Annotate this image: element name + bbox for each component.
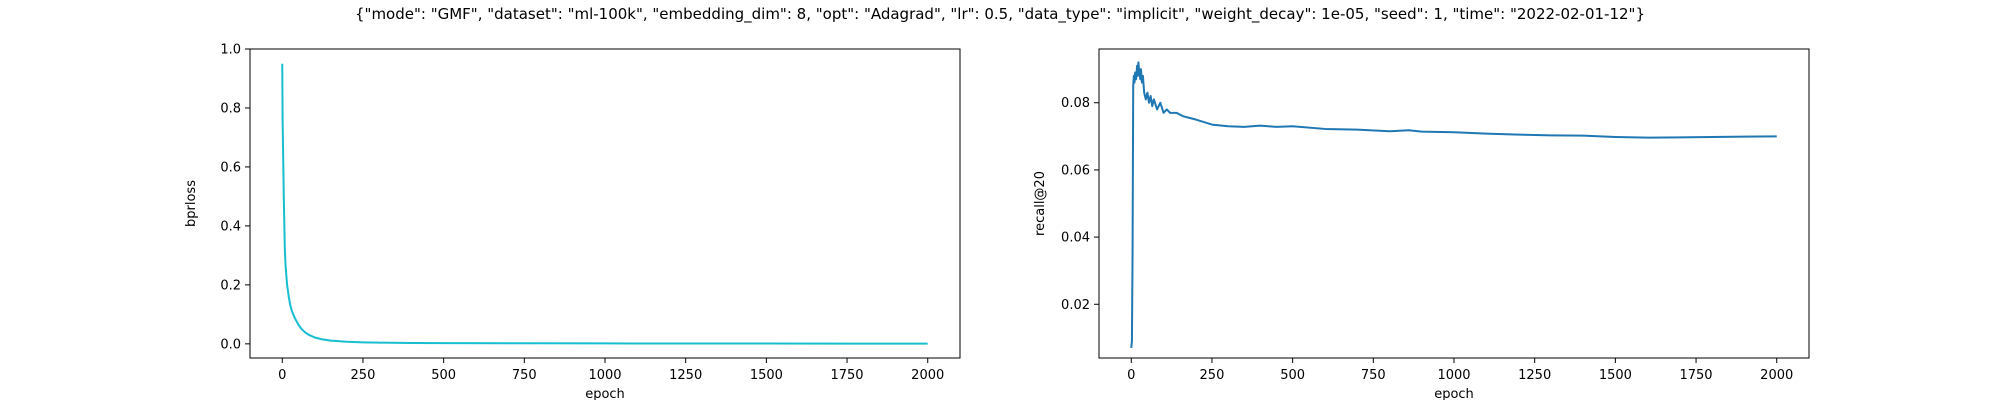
bprloss-series-line [281,63,928,345]
bprloss-chart: 0 250 500 750 1000 1250 1500 1750 2000 0.0 0.2 0.4 0… [184,43,961,400]
recall-x-tick-label: 1500 [1599,368,1632,383]
bprloss-y-tick-label: 1.0 [220,43,241,58]
recall-chart: 0 250 500 750 1000 1250 1500 1750 2000 0.02 0.04 0.… [1033,48,1810,400]
bprloss-x-axis-label: epoch [585,387,625,400]
bprloss-y-tick-label: 0.6 [220,160,241,175]
figure-suptitle: {"mode": "GMF", "dataset": "ml-100k", "e… [355,5,1645,23]
recall-x-tick-label: 1000 [1437,368,1470,383]
bprloss-x-tick-label: 1750 [830,368,863,383]
recall-y-axis-label: recall@20 [1033,171,1048,236]
bprloss-x-tick-label: 1500 [750,368,783,383]
bprloss-axes-frame [249,48,961,359]
recall-x-axis-label: epoch [1434,387,1474,400]
bprloss-y-axis-label: bprloss [184,180,199,227]
bprloss-x-tick-label: 1000 [588,368,621,383]
bprloss-x-tick-label: 750 [512,368,537,383]
recall-x-tick-label: 500 [1280,368,1305,383]
bprloss-y-tick-label: 0.4 [220,219,241,234]
recall-y-tick-label: 0.04 [1061,231,1090,246]
recall-x-tick-label: 2000 [1760,368,1793,383]
recall-y-tick-label: 0.08 [1061,96,1090,111]
recall-x-tick-label: 0 [1127,368,1135,383]
recall-x-tick-label: 750 [1361,368,1386,383]
recall-y-tick-label: 0.06 [1061,163,1090,178]
bprloss-x-tick-label: 1250 [669,368,702,383]
bprloss-y-tick-label: 0.0 [220,337,241,352]
bprloss-x-tick-label: 500 [431,368,456,383]
bprloss-y-tick-label: 0.2 [220,278,241,293]
recall-series-line [1130,61,1777,349]
recall-axes-frame [1098,48,1810,359]
bprloss-x-tick-label: 250 [351,368,376,383]
recall-x-tick-label: 250 [1200,368,1225,383]
bprloss-x-tick-label: 2000 [911,368,944,383]
bprloss-x-tick-label: 0 [278,368,286,383]
recall-x-tick-label: 1750 [1679,368,1712,383]
recall-x-tick-label: 1250 [1518,368,1551,383]
bprloss-y-tick-label: 0.8 [220,101,241,116]
recall-y-tick-label: 0.02 [1061,298,1090,313]
